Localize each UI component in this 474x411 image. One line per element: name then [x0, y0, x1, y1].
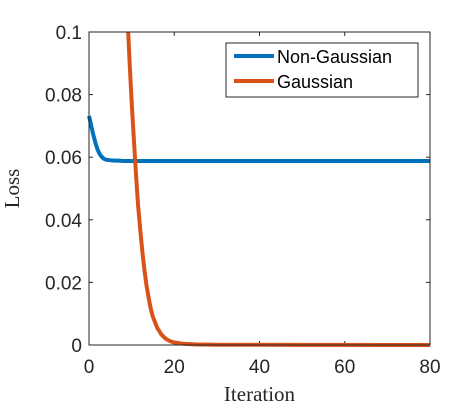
y-axis-label: Loss [0, 169, 24, 209]
x-axis-label: Iteration [224, 382, 296, 406]
legend-label-non-gaussian: Non-Gaussian [277, 47, 392, 67]
x-tick-label: 80 [419, 357, 440, 378]
y-tick-label: 0.08 [45, 86, 82, 107]
x-tick-label: 60 [334, 357, 355, 378]
x-tick-label: 40 [249, 357, 270, 378]
plot-frame [88, 31, 431, 346]
y-tick-label: 0.02 [45, 273, 82, 294]
x-tick-label: 20 [164, 357, 185, 378]
y-tick-label: 0.04 [45, 211, 82, 232]
legend-label-gaussian: Gaussian [277, 72, 353, 92]
y-tick-label: 0 [71, 336, 82, 357]
x-tick-label: 0 [84, 357, 95, 378]
labels-layer: 0 20 40 60 80 0 0.02 0.04 0.06 0.08 0.1 Iteration Lo… [0, 23, 441, 406]
y-tick-label: 0.06 [45, 148, 82, 169]
legend-box [225, 42, 419, 98]
legend: Non-Gaussian Gaussian [225, 42, 419, 98]
series-line-non-gaussian [87, 115, 430, 163]
y-tick-label: 0.1 [56, 23, 82, 44]
